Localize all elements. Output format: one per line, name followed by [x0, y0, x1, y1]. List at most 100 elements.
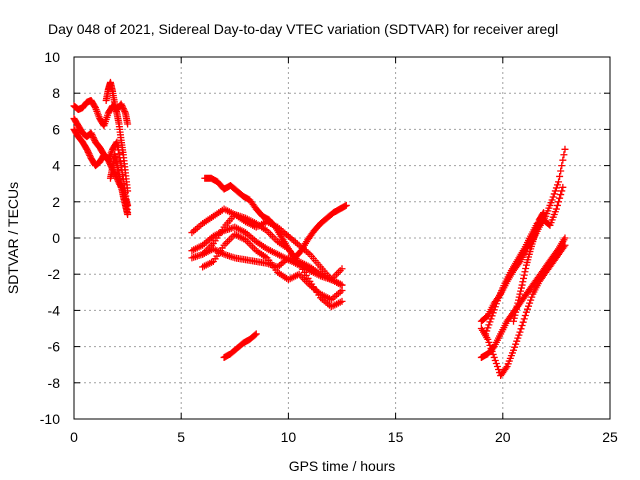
- data-point: [104, 156, 112, 164]
- data-point: [495, 366, 503, 374]
- data-point: [539, 210, 547, 218]
- data-point: [558, 162, 566, 170]
- data-point: [520, 315, 528, 323]
- data-point: [124, 120, 132, 128]
- data-point: [553, 201, 561, 209]
- series-arc-4: [102, 78, 132, 195]
- x-axis-label: GPS time / hours: [289, 458, 396, 474]
- series-arc-9: [199, 230, 346, 304]
- data-point: [553, 181, 561, 189]
- data-point: [550, 190, 558, 198]
- data-point: [525, 302, 533, 310]
- data-point: [517, 287, 525, 295]
- x-tick-labels: 0 5 10 15 20 25: [70, 429, 618, 445]
- data-point: [119, 103, 127, 111]
- data-point: [516, 290, 524, 298]
- data-point: [560, 243, 568, 251]
- data-point: [84, 147, 92, 155]
- data-point: [515, 293, 523, 301]
- data-point: [552, 184, 560, 192]
- data-point: [89, 134, 97, 142]
- data-point: [514, 334, 522, 342]
- y-tick-label: 6: [52, 121, 60, 137]
- y-tick-label: 10: [44, 49, 60, 65]
- data-point: [557, 191, 565, 199]
- data-point: [510, 317, 518, 325]
- data-point: [559, 183, 567, 191]
- data-point: [514, 299, 522, 307]
- data-point: [513, 337, 521, 345]
- data-point: [517, 325, 525, 333]
- data-point: [518, 281, 526, 289]
- data-point: [555, 178, 563, 186]
- data-point: [486, 318, 494, 326]
- y-axis-label: SDTVAR / TECUs: [5, 182, 21, 294]
- data-point: [559, 156, 567, 164]
- axis-ticks: [73, 56, 611, 420]
- y-tick-label: -6: [48, 339, 61, 355]
- data-point: [510, 314, 518, 322]
- data-point: [485, 321, 493, 329]
- data-marks: [70, 78, 569, 380]
- data-point: [491, 303, 499, 311]
- data-point: [512, 308, 520, 316]
- data-point: [513, 302, 521, 310]
- data-point: [515, 331, 523, 339]
- data-point: [526, 299, 534, 307]
- data-point: [487, 315, 495, 323]
- data-point: [482, 330, 490, 338]
- data-point: [342, 201, 350, 209]
- data-point: [520, 271, 528, 279]
- grid: [74, 57, 610, 419]
- data-point: [252, 330, 260, 338]
- data-point: [561, 234, 569, 242]
- data-point: [561, 145, 569, 153]
- data-point: [485, 338, 493, 346]
- data-point: [561, 241, 569, 249]
- data-point: [83, 145, 91, 153]
- data-point: [124, 210, 132, 218]
- data-point: [557, 167, 565, 175]
- series-arc-12: [220, 330, 260, 361]
- data-point: [489, 309, 497, 317]
- data-point: [512, 340, 520, 348]
- data-point: [523, 305, 531, 313]
- data-point: [510, 346, 518, 354]
- data-point: [117, 100, 125, 108]
- data-point: [540, 209, 548, 217]
- data-point: [338, 286, 346, 294]
- data-point: [502, 364, 510, 372]
- data-point: [492, 359, 500, 367]
- data-point: [338, 265, 346, 273]
- data-point: [488, 312, 496, 320]
- data-point: [493, 297, 501, 305]
- data-point: [548, 196, 556, 204]
- data-point: [492, 300, 500, 308]
- x-tick-label: 20: [495, 429, 511, 445]
- data-point: [517, 284, 525, 292]
- data-point: [521, 268, 529, 276]
- data-point: [528, 293, 536, 301]
- x-tick-label: 0: [70, 429, 78, 445]
- y-tick-label: 0: [52, 230, 60, 246]
- data-point: [91, 102, 99, 110]
- data-point: [520, 274, 528, 282]
- data-point: [489, 350, 497, 358]
- data-point: [488, 347, 496, 355]
- data-point: [490, 353, 498, 361]
- x-tick-label: 25: [602, 429, 618, 445]
- data-point: [89, 132, 97, 140]
- data-point: [558, 187, 566, 195]
- y-tick-label: 4: [52, 158, 60, 174]
- data-point: [551, 187, 559, 195]
- data-point: [486, 341, 494, 349]
- y-tick-label: -10: [40, 411, 60, 427]
- data-point: [118, 102, 126, 110]
- data-point: [114, 142, 122, 150]
- x-tick-label: 15: [388, 429, 404, 445]
- series-arc-15: [477, 241, 569, 380]
- data-point: [511, 311, 519, 319]
- data-point: [522, 308, 530, 316]
- y-tick-label: -4: [48, 302, 61, 318]
